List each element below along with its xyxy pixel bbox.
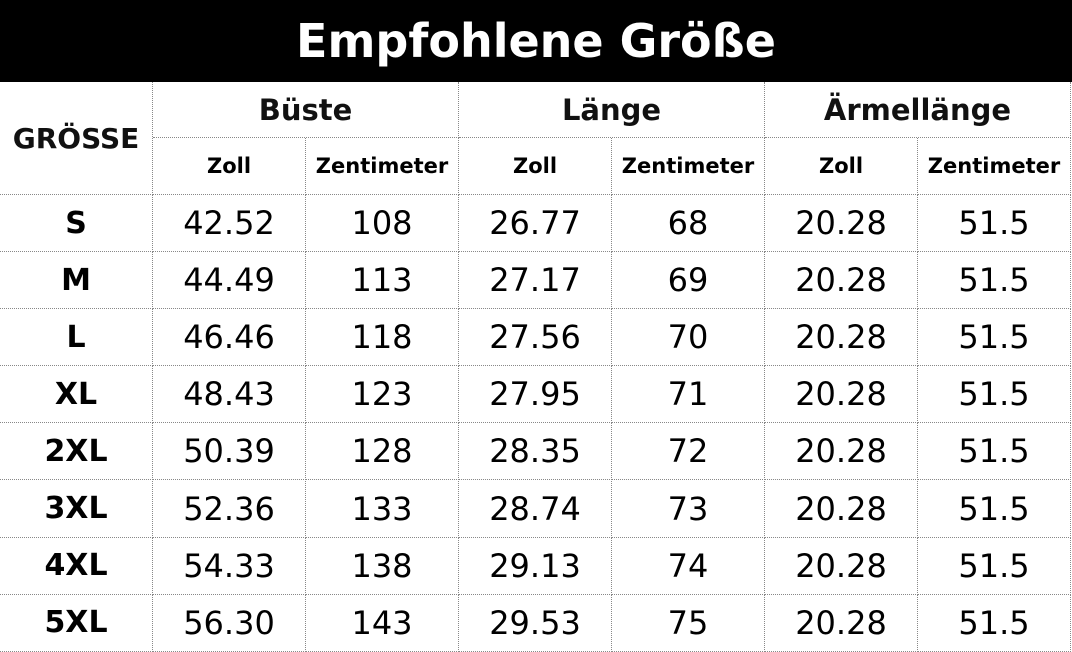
measure-cell: 20.28 <box>765 594 918 652</box>
table-title: Empfohlene Größe <box>0 0 1072 82</box>
unit-header: Zentimeter <box>918 138 1071 195</box>
measure-cell: 123 <box>306 366 459 424</box>
measure-cell: 51.5 <box>918 309 1071 367</box>
measure-cell: 27.56 <box>459 309 612 367</box>
size-label: L <box>0 309 153 367</box>
unit-header: Zoll <box>153 138 306 195</box>
group-header: Ärmellänge <box>765 82 1071 138</box>
measure-cell: 42.52 <box>153 195 306 253</box>
measure-cell: 20.28 <box>765 480 918 538</box>
measure-cell: 20.28 <box>765 423 918 481</box>
measure-cell: 118 <box>306 309 459 367</box>
measure-cell: 28.35 <box>459 423 612 481</box>
measure-cell: 68 <box>612 195 765 253</box>
measure-cell: 72 <box>612 423 765 481</box>
group-header: Länge <box>459 82 765 138</box>
measure-cell: 29.13 <box>459 537 612 595</box>
measure-cell: 143 <box>306 594 459 652</box>
measure-cell: 20.28 <box>765 252 918 310</box>
unit-header: Zentimeter <box>306 138 459 195</box>
measure-cell: 51.5 <box>918 423 1071 481</box>
unit-header: Zoll <box>765 138 918 195</box>
measure-cell: 56.30 <box>153 594 306 652</box>
measure-cell: 51.5 <box>918 594 1071 652</box>
measure-cell: 28.74 <box>459 480 612 538</box>
measure-cell: 74 <box>612 537 765 595</box>
measure-cell: 52.36 <box>153 480 306 538</box>
measure-cell: 27.17 <box>459 252 612 310</box>
measure-cell: 20.28 <box>765 309 918 367</box>
measure-cell: 133 <box>306 480 459 538</box>
measure-cell: 46.46 <box>153 309 306 367</box>
size-label: M <box>0 252 153 310</box>
size-label: 4XL <box>0 537 153 595</box>
corner-header: GRÖSSE <box>0 82 153 195</box>
measure-cell: 51.5 <box>918 366 1071 424</box>
measure-cell: 51.5 <box>918 252 1071 310</box>
measure-cell: 71 <box>612 366 765 424</box>
measure-cell: 70 <box>612 309 765 367</box>
measure-cell: 48.43 <box>153 366 306 424</box>
measure-cell: 54.33 <box>153 537 306 595</box>
measure-cell: 29.53 <box>459 594 612 652</box>
size-label: 5XL <box>0 594 153 652</box>
measure-cell: 69 <box>612 252 765 310</box>
unit-header: Zoll <box>459 138 612 195</box>
measure-cell: 51.5 <box>918 195 1071 253</box>
size-label: 2XL <box>0 423 153 481</box>
measure-cell: 20.28 <box>765 195 918 253</box>
measure-cell: 128 <box>306 423 459 481</box>
measure-cell: 113 <box>306 252 459 310</box>
measure-cell: 51.5 <box>918 480 1071 538</box>
measure-cell: 138 <box>306 537 459 595</box>
measure-cell: 75 <box>612 594 765 652</box>
size-label: 3XL <box>0 480 153 538</box>
measure-cell: 44.49 <box>153 252 306 310</box>
measure-cell: 27.95 <box>459 366 612 424</box>
measure-cell: 50.39 <box>153 423 306 481</box>
measure-cell: 51.5 <box>918 537 1071 595</box>
measure-cell: 20.28 <box>765 537 918 595</box>
group-header: Büste <box>153 82 459 138</box>
measure-cell: 26.77 <box>459 195 612 253</box>
measure-cell: 108 <box>306 195 459 253</box>
size-label: XL <box>0 366 153 424</box>
size-label: S <box>0 195 153 253</box>
measure-cell: 73 <box>612 480 765 538</box>
unit-header: Zentimeter <box>612 138 765 195</box>
measure-cell: 20.28 <box>765 366 918 424</box>
